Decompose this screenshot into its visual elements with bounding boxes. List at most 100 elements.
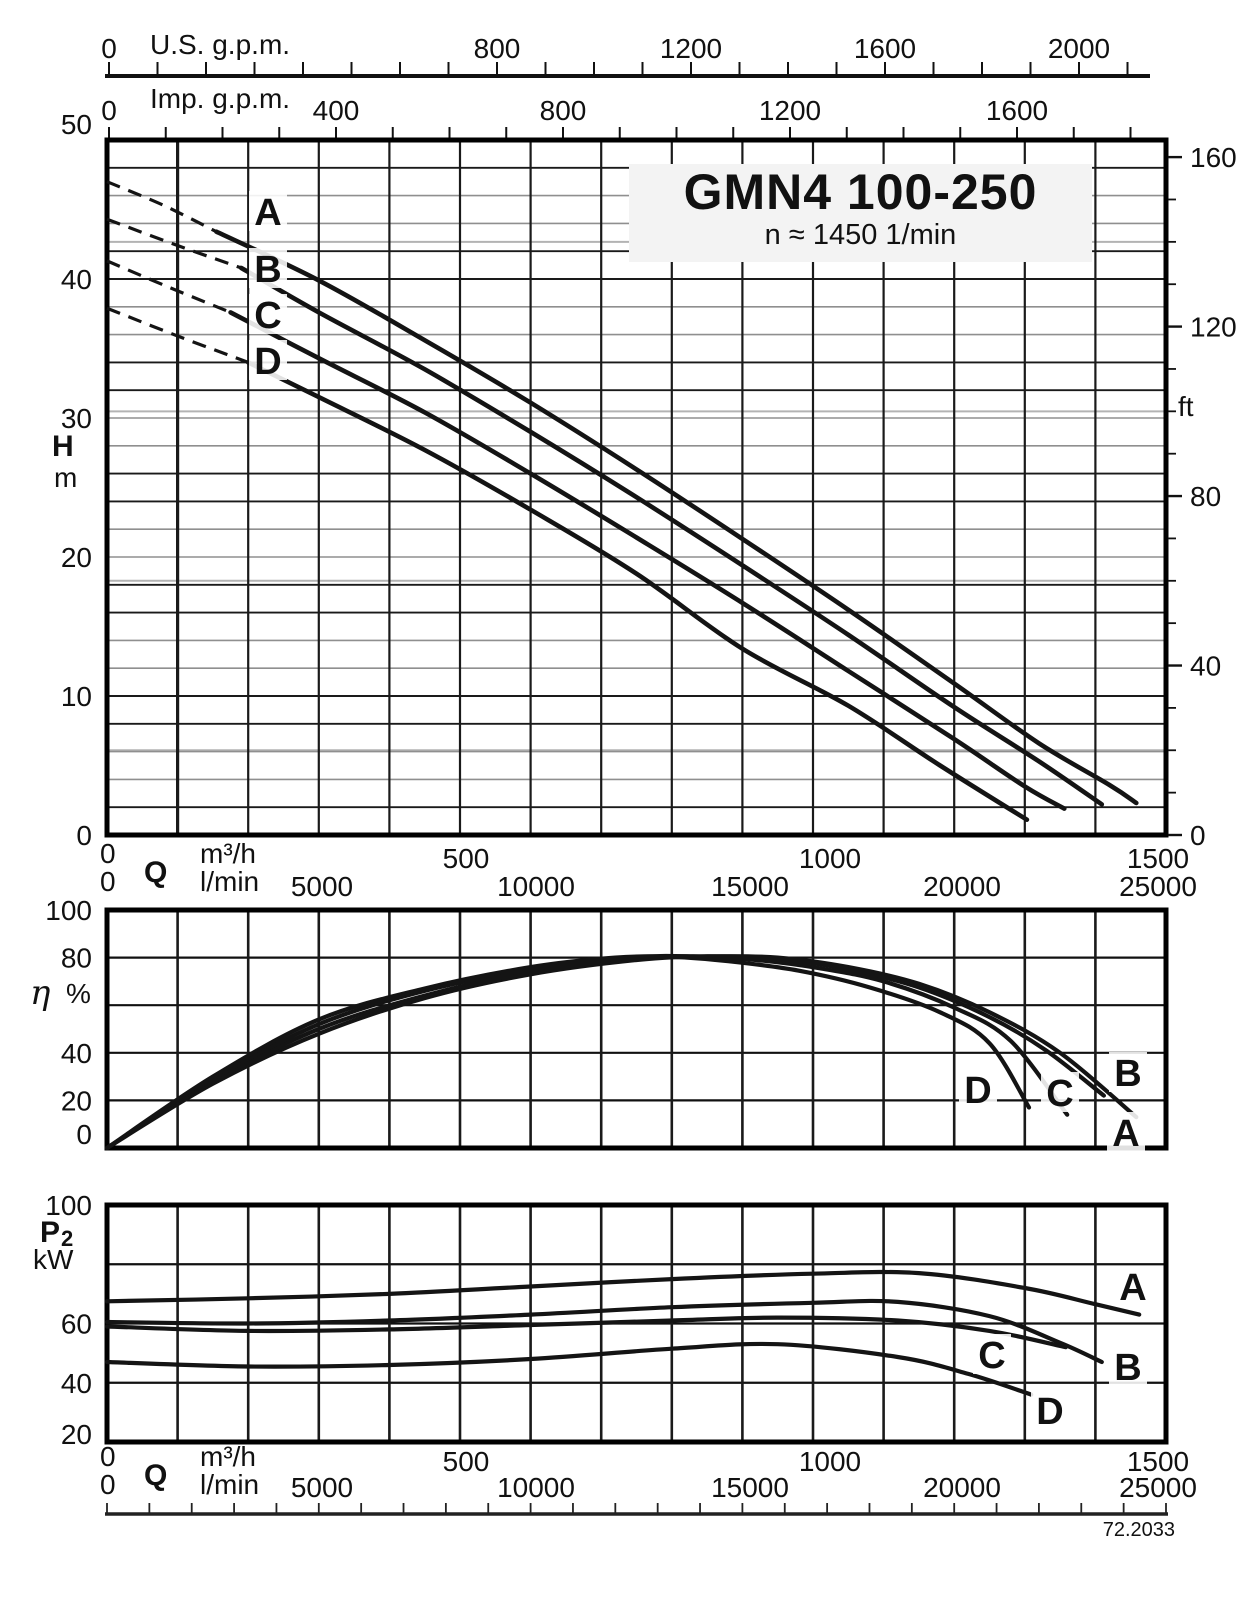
head-curve-D: [245, 360, 1030, 822]
head-curve-label-D: D: [254, 341, 281, 383]
head-tick-label: 30: [61, 403, 92, 434]
us-gpm-axis-label: U.S. g.p.m.: [150, 29, 291, 60]
power-tick-label: 40: [61, 1368, 92, 1399]
power-curve-label-C: C: [978, 1335, 1005, 1377]
us-gpm-tick-label: 0: [101, 33, 117, 64]
q-m3h-label: 1000: [799, 843, 861, 874]
power-curve-label-D: D: [1036, 1391, 1063, 1433]
us-gpm-tick-label: 1200: [660, 33, 722, 64]
efficiency-curve-label-D: D: [964, 1070, 991, 1112]
ft-axis-label: ft: [1178, 391, 1194, 422]
head-tick-label: 50: [61, 109, 92, 140]
q-m3h-label: 500: [443, 1446, 490, 1477]
q-lmin-label: 15000: [711, 1472, 789, 1503]
head-chart-frame: [104, 137, 1169, 838]
eff-tick-label: 80: [61, 943, 92, 974]
power-curve-label-A-bg: [1114, 1266, 1152, 1306]
imp-gpm-tick-label: 400: [313, 95, 360, 126]
us-gpm-tick-label: 2000: [1048, 33, 1110, 64]
head-tick-label: 40: [61, 264, 92, 295]
lmin-unit-top: l/min: [200, 866, 260, 897]
lmin-unit-bottom: l/min: [200, 1469, 260, 1500]
eff-tick-label: 100: [45, 895, 92, 926]
efficiency-curve-label-A-bg: [1107, 1112, 1145, 1152]
imp-gpm-axis-label: Imp. g.p.m.: [150, 83, 291, 114]
q-lmin-label: 5000: [291, 1472, 353, 1503]
q-m3h-label: 1500: [1127, 1446, 1189, 1477]
imp-gpm-tick-label: 0: [101, 95, 117, 126]
head-curve-D-dashed: [106, 306, 249, 364]
power-curve-label-B: B: [1114, 1347, 1141, 1389]
head-curve-label-C-bg: [249, 294, 287, 334]
efficiency-unit: %: [66, 978, 91, 1009]
pump-speed-subtitle: n ≈ 1450 1/min: [764, 219, 957, 251]
head-tick-label: 10: [61, 681, 92, 712]
power-axis-label: P: [40, 1216, 61, 1249]
eff-tick-label: 20: [61, 1085, 92, 1116]
ft-tick-label: 120: [1190, 312, 1237, 343]
us-gpm-tick-label: 800: [474, 33, 521, 64]
q-zero-lmin-bottom: 0: [100, 1469, 116, 1500]
m3h-unit-bottom: m³/h: [200, 1441, 256, 1472]
head-curve-A-dashed: [106, 180, 218, 234]
efficiency-curve-D: [104, 954, 1032, 1151]
imp-gpm-tick-label: 1200: [759, 95, 821, 126]
power-tick-label: 100: [45, 1190, 92, 1221]
q-m3h-label: 1000: [799, 1446, 861, 1477]
pump-model-title: GMN4 100-250: [683, 164, 1038, 220]
power-curve-C: [104, 1315, 1068, 1350]
power-curve-label-A: A: [1119, 1267, 1146, 1309]
q-m3h-label: 500: [443, 843, 490, 874]
eff-tick-label: 0: [76, 1119, 92, 1150]
efficiency-curve-label-B-bg: [1109, 1052, 1147, 1092]
efficiency-curve-label-C-bg: [1041, 1072, 1079, 1112]
q-lmin-label: 25000: [1119, 1472, 1197, 1503]
head-curve-label-C: C: [254, 295, 281, 337]
ft-tick-label: 40: [1190, 651, 1221, 682]
power-curve-label-D-bg: [1031, 1390, 1069, 1430]
efficiency-curve-label-B: B: [1114, 1053, 1141, 1095]
efficiency-symbol: η: [30, 973, 51, 1013]
head-axis-label: H: [52, 430, 74, 463]
head-curve-C-dashed: [106, 259, 232, 314]
q-zero-m3h-bottom: 0: [100, 1441, 116, 1472]
head-curve-B: [238, 265, 1105, 807]
head-tick-label: 20: [61, 542, 92, 573]
document-code: 72.2033: [1102, 1519, 1175, 1541]
imp-gpm-tick-label: 1600: [986, 95, 1048, 126]
head-unit-label: m: [54, 462, 78, 493]
efficiency-curve-label-C: C: [1046, 1073, 1073, 1115]
efficiency-curve-label-A: A: [1112, 1113, 1139, 1155]
ft-tick-label: 160: [1190, 142, 1237, 173]
flow-symbol-top: Q: [144, 856, 168, 889]
q-zero-m3h-top: 0: [100, 838, 116, 869]
q-lmin-label: 20000: [923, 871, 1001, 902]
head-curve-label-A-bg: [249, 191, 287, 231]
head-curve-label-B-bg: [249, 248, 287, 288]
head-curve-B-dashed: [106, 217, 242, 270]
power-curve-D: [104, 1341, 1034, 1397]
power-axis-subscript: 2: [61, 1226, 74, 1251]
q-lmin-label: 25000: [1119, 871, 1197, 902]
q-lmin-label: 15000: [711, 871, 789, 902]
power-curve-B: [104, 1298, 1104, 1365]
us-gpm-tick-label: 1600: [854, 33, 916, 64]
power-tick-label: 60: [61, 1309, 92, 1340]
power-curve-label-C-bg: [973, 1334, 1011, 1374]
power-unit-label: kW: [33, 1244, 74, 1275]
m3h-unit-top: m³/h: [200, 838, 256, 869]
q-lmin-label: 5000: [291, 871, 353, 902]
head-curve-label-D-bg: [249, 340, 287, 380]
power-curve-label-B-bg: [1109, 1346, 1147, 1386]
ft-tick-label: 80: [1190, 481, 1221, 512]
head-tick-label: 0: [76, 820, 92, 851]
efficiency-chart-frame: [104, 907, 1169, 1151]
q-m3h-label: 1500: [1127, 843, 1189, 874]
efficiency-curve-label-D-bg: [959, 1069, 997, 1109]
ft-tick-label: 0: [1190, 820, 1206, 851]
q-lmin-label: 10000: [497, 871, 575, 902]
eff-tick-label: 40: [61, 1038, 92, 1069]
head-curve-A: [214, 229, 1139, 806]
